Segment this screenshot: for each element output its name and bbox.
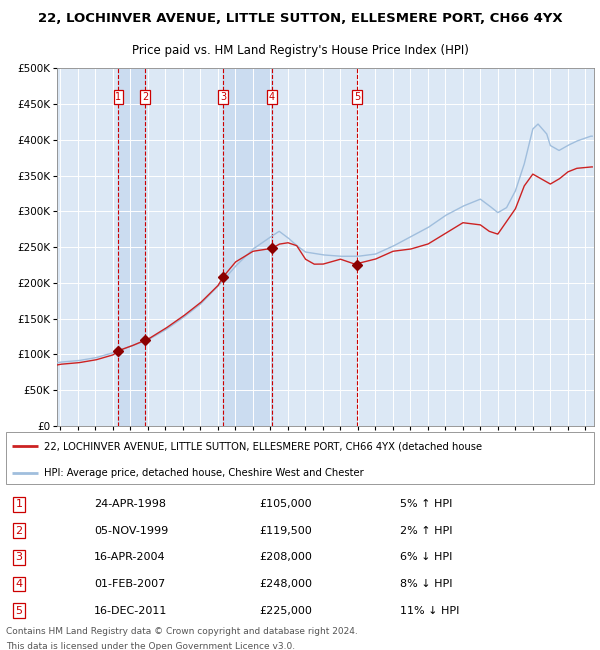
Text: 5% ↑ HPI: 5% ↑ HPI (400, 499, 452, 509)
Text: 5: 5 (354, 92, 360, 102)
Text: 3: 3 (16, 552, 22, 562)
Text: 5: 5 (16, 606, 22, 616)
Text: 16-APR-2004: 16-APR-2004 (94, 552, 166, 562)
Text: 2% ↑ HPI: 2% ↑ HPI (400, 526, 452, 536)
Text: 2: 2 (142, 92, 148, 102)
Text: £248,000: £248,000 (259, 579, 312, 589)
Text: 16-DEC-2011: 16-DEC-2011 (94, 606, 167, 616)
Text: 22, LOCHINVER AVENUE, LITTLE SUTTON, ELLESMERE PORT, CH66 4YX (detached house: 22, LOCHINVER AVENUE, LITTLE SUTTON, ELL… (44, 441, 482, 451)
Text: 1: 1 (115, 92, 121, 102)
Text: 24-APR-1998: 24-APR-1998 (94, 499, 166, 509)
Text: HPI: Average price, detached house, Cheshire West and Chester: HPI: Average price, detached house, Ches… (44, 468, 364, 478)
Text: 1: 1 (16, 499, 22, 509)
Text: 01-FEB-2007: 01-FEB-2007 (94, 579, 166, 589)
Text: Contains HM Land Registry data © Crown copyright and database right 2024.: Contains HM Land Registry data © Crown c… (6, 627, 358, 636)
Text: This data is licensed under the Open Government Licence v3.0.: This data is licensed under the Open Gov… (6, 642, 295, 650)
Text: 8% ↓ HPI: 8% ↓ HPI (400, 579, 452, 589)
Text: 22, LOCHINVER AVENUE, LITTLE SUTTON, ELLESMERE PORT, CH66 4YX: 22, LOCHINVER AVENUE, LITTLE SUTTON, ELL… (38, 12, 562, 25)
Text: 2: 2 (16, 526, 22, 536)
Text: 4: 4 (269, 92, 275, 102)
Bar (223, 68, 272, 426)
Text: Price paid vs. HM Land Registry's House Price Index (HPI): Price paid vs. HM Land Registry's House … (131, 44, 469, 57)
Text: 05-NOV-1999: 05-NOV-1999 (94, 526, 169, 536)
Text: £208,000: £208,000 (259, 552, 312, 562)
Bar (118, 68, 145, 426)
Text: 4: 4 (16, 579, 22, 589)
Text: 3: 3 (220, 92, 226, 102)
Text: 6% ↓ HPI: 6% ↓ HPI (400, 552, 452, 562)
Text: £119,500: £119,500 (259, 526, 311, 536)
Text: 11% ↓ HPI: 11% ↓ HPI (400, 606, 460, 616)
Text: £225,000: £225,000 (259, 606, 312, 616)
Text: £105,000: £105,000 (259, 499, 311, 509)
